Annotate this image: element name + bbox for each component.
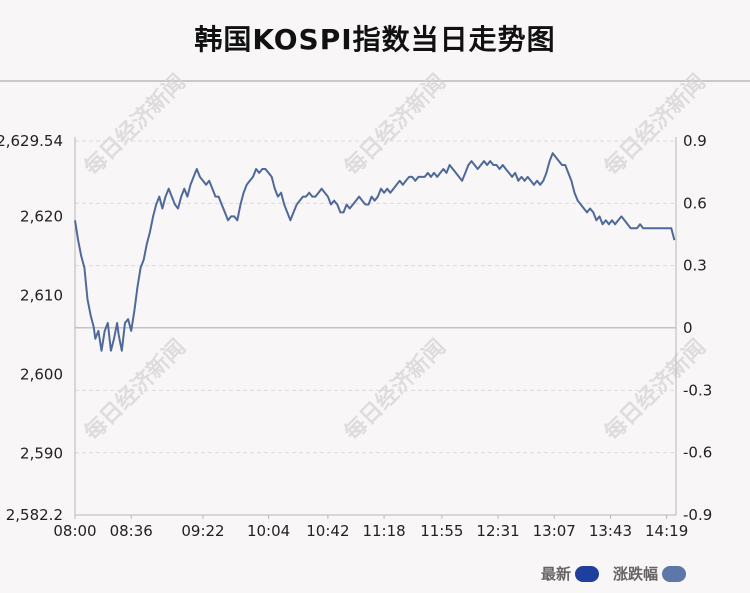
watermark: 每日经济新闻 xyxy=(339,69,451,181)
left-tick-label: 2,600 xyxy=(20,365,63,383)
right-tick-label: 0 xyxy=(683,319,693,337)
series-line-latest xyxy=(74,152,676,352)
right-tick-label: -0.9 xyxy=(683,506,712,524)
legend-swatch-change xyxy=(662,565,686,582)
chart-title: 韩国KOSPI指数当日走势图 xyxy=(194,23,556,56)
x-tick-label: 13:07 xyxy=(533,522,576,540)
x-tick-label: 14:19 xyxy=(645,522,688,540)
right-tick-label: -0.6 xyxy=(683,444,712,462)
legend-item-latest[interactable]: 最新 xyxy=(541,563,599,584)
right-tick-label: 0.6 xyxy=(683,194,707,212)
x-tick-label: 09:22 xyxy=(181,522,224,540)
x-tick-label: 11:55 xyxy=(420,522,463,540)
right-tick-label: 0.3 xyxy=(683,257,707,275)
x-tick-label: 11:18 xyxy=(362,522,405,540)
legend-label-latest: 最新 xyxy=(540,565,571,583)
right-tick-label: -0.3 xyxy=(683,381,712,399)
legend-label-change: 涨跌幅 xyxy=(612,565,658,583)
x-tick-label: 13:43 xyxy=(589,522,632,540)
left-tick-label: 2,629.54 xyxy=(0,132,63,150)
left-tick-label: 2,582.2 xyxy=(6,506,63,524)
title-divider xyxy=(0,80,750,82)
watermark: 每日经济新闻 xyxy=(79,69,191,181)
right-tick-label: 0.9 xyxy=(683,132,707,150)
left-tick-label: 2,620 xyxy=(20,207,63,225)
legend-item-change[interactable]: 涨跌幅 xyxy=(613,563,686,584)
x-tick-label: 12:31 xyxy=(476,522,519,540)
watermark: 每日经济新闻 xyxy=(599,69,711,181)
legend: 最新 涨跌幅 xyxy=(541,563,686,584)
x-tick-label: 10:04 xyxy=(247,522,290,540)
x-tick-label: 08:36 xyxy=(110,522,153,540)
left-tick-label: 2,590 xyxy=(20,444,63,462)
x-tick-label: 10:42 xyxy=(306,522,349,540)
legend-swatch-latest xyxy=(574,565,599,582)
left-tick-label: 2,610 xyxy=(20,286,63,304)
x-tick-label: 08:00 xyxy=(53,522,96,540)
